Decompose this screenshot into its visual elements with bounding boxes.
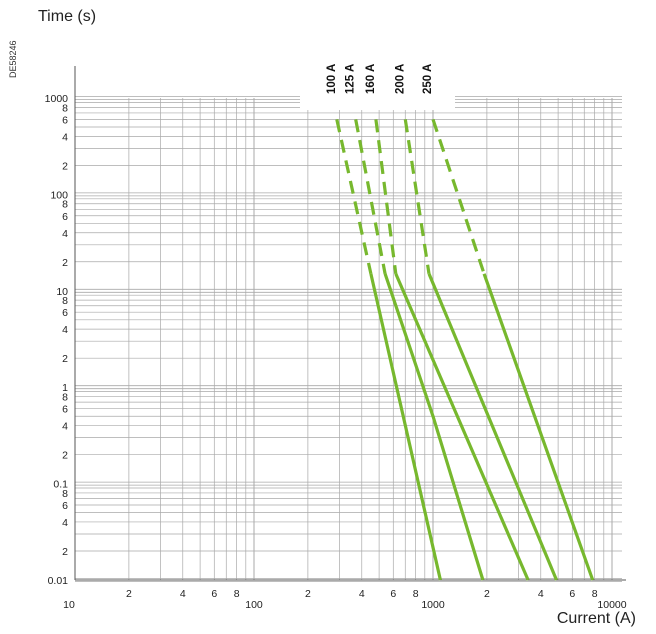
curve-label-200-a: 200 A	[394, 64, 406, 94]
y-tick-label: 1000	[45, 93, 69, 105]
curve-100-a-dashed	[335, 119, 373, 275]
curve-250-a-solid	[482, 273, 595, 581]
y-tick-label: 4	[62, 131, 68, 143]
y-tick-label: 4	[62, 324, 68, 336]
curves	[335, 118, 595, 581]
grid	[74, 88, 622, 582]
x-tick-label: 6	[390, 588, 396, 600]
y-tick-label: 8	[62, 102, 68, 114]
x-tick-label: 10	[63, 599, 75, 611]
y-tick-label: 2	[62, 546, 68, 558]
curve-label-125-a: 125 A	[345, 64, 357, 94]
y-tick-label: 100	[50, 189, 68, 201]
y-tick-label: 0.1	[53, 479, 68, 491]
y-tick-label: 4	[62, 228, 68, 240]
x-tick-label: 6	[211, 588, 217, 600]
y-tick-label: 8	[62, 295, 68, 307]
curve-125-a-dashed	[354, 119, 387, 275]
y-tick-label: 2	[62, 353, 68, 365]
x-tick-label: 2	[126, 588, 132, 600]
curve-200-a-dashed	[403, 119, 431, 275]
x-tick-label: 6	[569, 588, 575, 600]
y-tick-label: 0.01	[48, 575, 69, 587]
y-tick-label: 8	[62, 199, 68, 211]
x-tick-label: 2	[305, 588, 311, 600]
x-tick-label: 4	[359, 588, 365, 600]
x-tick-label: 2	[484, 588, 490, 600]
x-tick-label: 1000	[421, 599, 445, 611]
y-tick-label: 8	[62, 488, 68, 500]
y-tick-label: 10	[56, 286, 68, 298]
curve-label-250-a: 250 A	[422, 64, 434, 94]
curve-100-a-solid	[369, 273, 442, 581]
x-tick-label: 10000	[597, 599, 626, 611]
curve-125-a-solid	[383, 273, 485, 581]
x-tick-label: 4	[538, 588, 544, 600]
x-tick-label: 100	[245, 599, 263, 611]
y-tick-label: 2	[62, 450, 68, 462]
y-tick-label: 6	[62, 500, 68, 512]
curve-160-a-dashed	[374, 119, 398, 275]
x-tick-label: 8	[592, 588, 598, 600]
y-tick-label: 2	[62, 257, 68, 269]
x-tick-label: 8	[413, 588, 419, 600]
x-tick-label: 4	[180, 588, 186, 600]
y-tick-label: 4	[62, 421, 68, 433]
curve-label-100-a: 100 A	[326, 64, 338, 94]
y-tick-label: 6	[62, 307, 68, 319]
y-tick-label: 2	[62, 160, 68, 172]
y-axis-title: Time (s)	[38, 8, 97, 25]
curve-labels: 100 A 125 A 160 A 200 A 250 A	[326, 64, 434, 94]
curve-160-a-solid	[394, 273, 530, 581]
y-tick-label: 6	[62, 404, 68, 416]
y-tick-label: 6	[62, 114, 68, 126]
label-mask	[300, 88, 455, 110]
y-tick-label: 6	[62, 211, 68, 223]
x-axis-title: Current (A)	[556, 610, 636, 627]
x-tick-label: 8	[234, 588, 240, 600]
y-tick-label: 4	[62, 517, 68, 529]
curve-200-a-solid	[427, 273, 558, 581]
y-tick-label: 1	[62, 382, 68, 394]
axes	[74, 66, 626, 581]
curve-250-a-dashed	[431, 118, 486, 275]
curve-label-160-a: 160 A	[365, 64, 377, 94]
y-tick-label: 8	[62, 392, 68, 404]
